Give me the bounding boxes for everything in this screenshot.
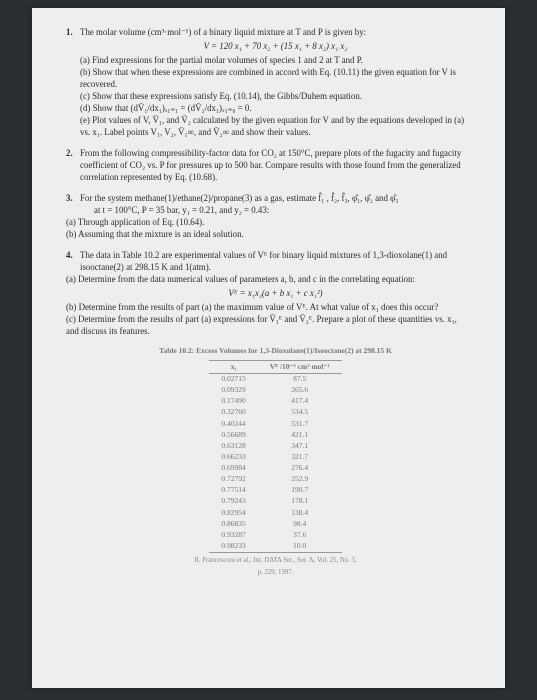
q4-c: (c) Determine from the results of part (…	[66, 313, 471, 337]
table-row: 0.69984276.4	[209, 463, 341, 474]
table-cell: 0.86835	[209, 518, 257, 529]
table-row: 0.0271587.5	[209, 373, 341, 385]
table-row: 0.82954138.4	[209, 507, 341, 518]
q3-b: (b) Assuming that the mixture is an idea…	[66, 228, 471, 240]
table-row: 0.72792252.9	[209, 474, 341, 485]
q1-d: (d) Show that (dV̄₁/dx₁)ₓ₁₌₁ = (dV̄₂/dx₁…	[80, 102, 471, 114]
table-row: 0.40244531.7	[209, 418, 341, 429]
q2-number: 2.	[66, 147, 73, 159]
table-cell: 190.7	[258, 485, 342, 496]
table-cell: 0.56689	[209, 429, 257, 440]
table-cell: 87.5	[258, 373, 342, 385]
table-cell: 0.32760	[209, 407, 257, 418]
table-cell: 0.93287	[209, 529, 257, 540]
q1-number: 1.	[66, 26, 73, 38]
table-col1: x₁	[209, 361, 257, 373]
q4-intro: The data in Table 10.2 are experimental …	[80, 250, 447, 272]
excess-volume-table: x₁ Vᴱ /10⁻³ cm³ mol⁻¹ 0.0271587.50.09329…	[209, 360, 341, 552]
table-col2: Vᴱ /10⁻³ cm³ mol⁻¹	[258, 361, 342, 373]
q4-equation: Vᴱ = x₁x₂(a + b x₁ + c x₁²)	[80, 287, 471, 299]
table-cell: 0.63128	[209, 440, 257, 451]
table-row: 0.17490417.4	[209, 396, 341, 407]
table-row: 0.63128347.1	[209, 440, 341, 451]
q3-conditions: at t = 100°C, P = 35 bar, y₁ = 0.21, and…	[94, 204, 471, 216]
table-cell: 0.79243	[209, 496, 257, 507]
table-row: 0.09329265.6	[209, 385, 341, 396]
table-row: 0.9328737.6	[209, 529, 341, 540]
question-2: 2. From the following compressibility-fa…	[80, 147, 471, 183]
table-row: 0.79243178.1	[209, 496, 341, 507]
table-cell: 531.7	[258, 418, 342, 429]
table-row: 0.8683598.4	[209, 518, 341, 529]
question-3: 3. For the system methane(1)/ethane(2)/p…	[80, 192, 471, 240]
table-cell: 0.77514	[209, 485, 257, 496]
table-cell: 0.69984	[209, 463, 257, 474]
table-cell: 37.6	[258, 529, 342, 540]
q2-text: From the following compressibility-facto…	[80, 148, 461, 182]
table-cell: 0.82954	[209, 507, 257, 518]
table-cell: 0.66233	[209, 451, 257, 462]
table-cell: 276.4	[258, 463, 342, 474]
q1-e: (e) Plot values of V, V̄₁, and V̄₂ calcu…	[80, 114, 471, 138]
table-cell: 421.1	[258, 429, 342, 440]
q1-a: (a) Find expressions for the partial mol…	[80, 54, 471, 66]
table-cell: 0.17490	[209, 396, 257, 407]
table-cell: 347.1	[258, 440, 342, 451]
q4-number: 4.	[66, 249, 73, 261]
table-cell: 252.9	[258, 474, 342, 485]
table-title: Table 10.2: Excess Volumes for 1,3-Dioxo…	[80, 346, 471, 356]
table-cell: 534.5	[258, 407, 342, 418]
table-cell: 0.40244	[209, 418, 257, 429]
table-cell: 0.09329	[209, 385, 257, 396]
table-cell: 0.02715	[209, 373, 257, 385]
table-cell: 178.1	[258, 496, 342, 507]
q3-number: 3.	[66, 192, 73, 204]
question-1: 1. The molar volume (cm³·mol⁻¹) of a bin…	[80, 26, 471, 138]
table-row: 0.32760534.5	[209, 407, 341, 418]
q3-intro: For the system methane(1)/ethane(2)/prop…	[80, 193, 398, 203]
table-cell: 265.6	[258, 385, 342, 396]
table-footnote2: p. 229, 1997.	[80, 568, 471, 577]
q1-intro: The molar volume (cm³·mol⁻¹) of a binary…	[80, 27, 366, 37]
q4-a: (a) Determine from the data numerical va…	[66, 273, 471, 285]
q1-equation: V = 120 x₁ + 70 x₂ + (15 x₁ + 8 x₂) x₁ x…	[80, 40, 471, 52]
table-row: 0.56689421.1	[209, 429, 341, 440]
table-cell: 417.4	[258, 396, 342, 407]
table-footnote1: R. Francesconi et al., Int. DATA Ser., S…	[80, 556, 471, 565]
q1-b: (b) Show that when these expressions are…	[80, 66, 471, 90]
table-cell: 10.0	[258, 540, 342, 552]
table-cell: 0.72792	[209, 474, 257, 485]
table-row: 0.66233321.7	[209, 451, 341, 462]
table-row: 0.9823310.0	[209, 540, 341, 552]
table-cell: 321.7	[258, 451, 342, 462]
table-cell: 98.4	[258, 518, 342, 529]
table-body: 0.0271587.50.09329265.60.17490417.40.327…	[209, 373, 341, 552]
table-cell: 0.98233	[209, 540, 257, 552]
q1-c: (c) Show that these expressions satisfy …	[80, 90, 471, 102]
q4-b: (b) Determine from the results of part (…	[66, 301, 471, 313]
page-sheet: 1. The molar volume (cm³·mol⁻¹) of a bin…	[32, 8, 505, 688]
table-row: 0.77514190.7	[209, 485, 341, 496]
q3-a: (a) Through application of Eq. (10.64).	[66, 216, 471, 228]
table-cell: 138.4	[258, 507, 342, 518]
question-4: 4. The data in Table 10.2 are experiment…	[80, 249, 471, 337]
